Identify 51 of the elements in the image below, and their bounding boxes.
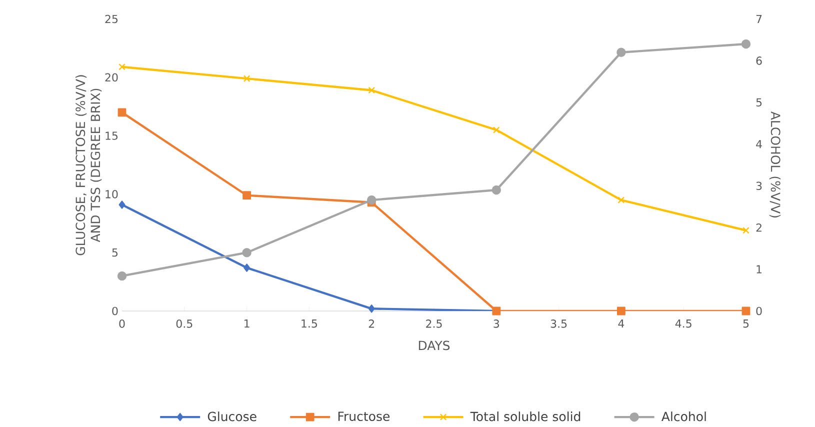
- x-tick-label: 1: [244, 320, 250, 328]
- y2-tick-label: 0: [756, 307, 762, 316]
- point: [243, 75, 250, 82]
- y2-tick-label: 4: [756, 140, 762, 148]
- y-tick-label: 5: [112, 248, 118, 257]
- x-tick-label: 0: [119, 320, 125, 328]
- y2-tick-label: 2: [756, 224, 762, 232]
- point: [492, 186, 501, 195]
- point: [118, 108, 126, 117]
- x-axis-title: DAYS: [418, 340, 450, 350]
- y-tick-label: 15: [106, 132, 118, 140]
- point: [616, 48, 626, 58]
- legend-label: Total soluble solid: [470, 412, 580, 422]
- y2-tick-label: 1: [756, 265, 762, 274]
- point: [117, 272, 127, 281]
- legend-label: Glucose: [208, 412, 256, 422]
- y2-tick-label: 7: [756, 15, 762, 24]
- x-tick-label: 0.5: [176, 320, 192, 328]
- point: [244, 264, 250, 272]
- x-tick-label: 2.5: [426, 320, 442, 328]
- x-tick-label: 1.5: [302, 320, 317, 328]
- legend-label: Fructose: [338, 412, 390, 422]
- x-tick-label: 4: [618, 320, 624, 328]
- x-tick-label: 4.5: [675, 320, 692, 328]
- point: [741, 40, 751, 49]
- y-tick-label: 0: [112, 307, 118, 316]
- point: [492, 126, 500, 134]
- point: [616, 307, 626, 316]
- point: [368, 304, 375, 313]
- y-axis-title: GLUCOSE, FRUCTOSE (%V/V) AND TSS (DEGREE BRIX): [75, 75, 102, 256]
- y2-axis-title: ALCOHOL (%V/V): [769, 112, 781, 218]
- x-tick-label: 3.5: [550, 320, 567, 328]
- point: [242, 248, 252, 258]
- point: [118, 64, 126, 71]
- x-tick-label: 2: [368, 320, 374, 328]
- point: [118, 200, 126, 210]
- y2-tick-label: 6: [756, 56, 762, 66]
- y2-tick-label: 3: [756, 182, 762, 190]
- y-tick-label: 25: [105, 15, 118, 24]
- legend-label: Alcohol: [661, 412, 706, 422]
- y-tick-label: 10: [106, 190, 118, 199]
- point: [242, 191, 251, 200]
- point: [742, 227, 750, 234]
- point: [742, 307, 750, 316]
- x-tick-label: 5: [743, 320, 749, 328]
- x-tick-label: 3: [494, 320, 500, 328]
- point: [618, 196, 625, 204]
- point: [368, 87, 376, 94]
- y2-tick-label: 5: [756, 98, 762, 107]
- point: [367, 196, 376, 205]
- y-tick-label: 20: [105, 73, 118, 82]
